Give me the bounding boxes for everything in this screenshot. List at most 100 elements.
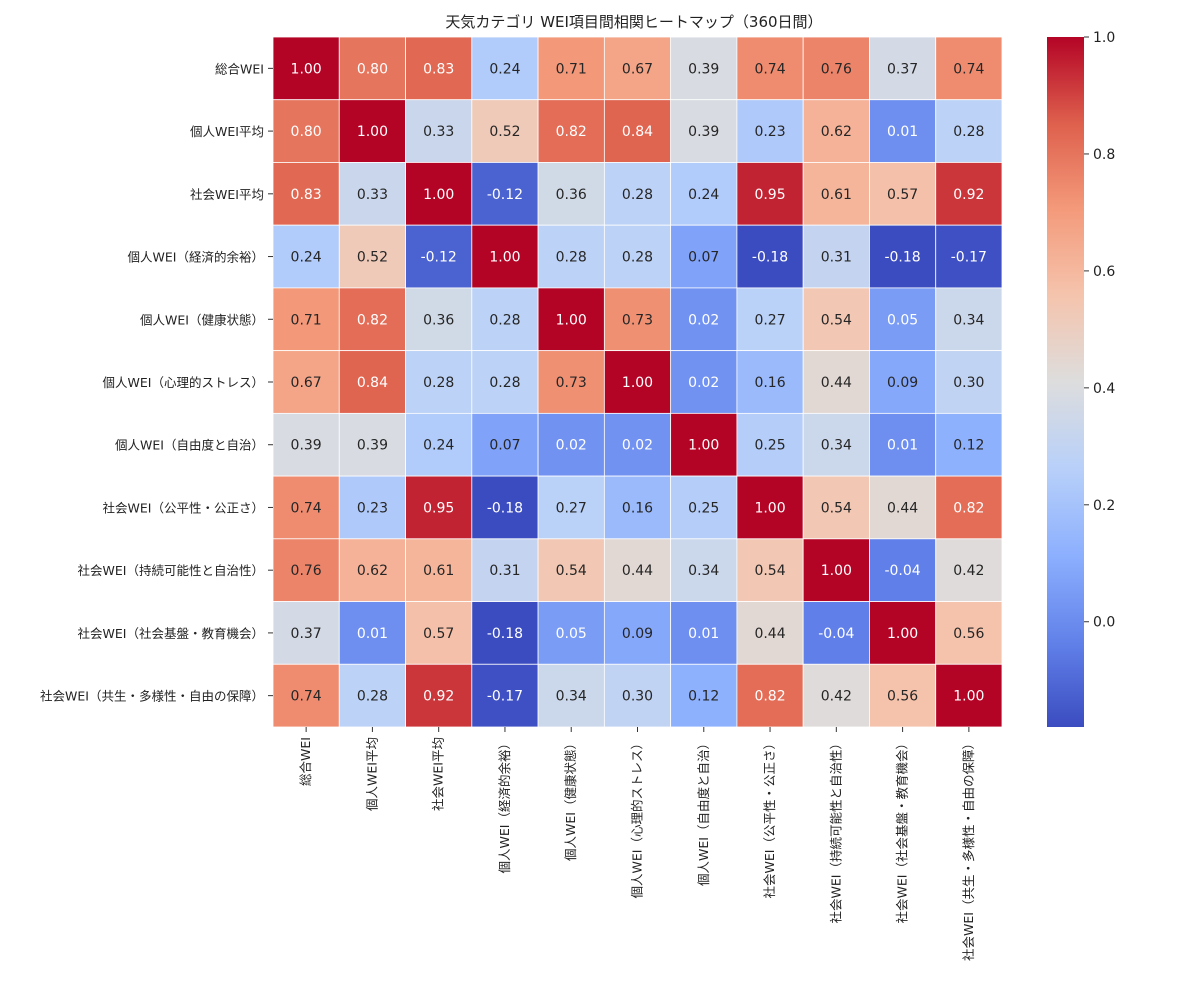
cell-value-label-10-1: 0.28 — [357, 689, 388, 705]
heatmap-cell-4-5 — [603, 287, 672, 352]
y-tick-label-4: 個人WEI（健康状態） — [140, 312, 264, 327]
cell-value-label-4-2: 0.36 — [423, 312, 454, 328]
cell-value-label-10-8: 0.42 — [821, 689, 852, 705]
cell-value-label-7-8: 0.54 — [821, 500, 852, 516]
y-tick-label-10: 社会WEI（共生・多様性・自由の保障） — [40, 689, 264, 704]
cell-value-label-6-3: 0.07 — [489, 438, 520, 454]
cell-value-label-5-7: 0.16 — [754, 375, 785, 391]
heatmap-cell-7-1 — [338, 475, 406, 540]
heatmap-cell-8-8 — [802, 538, 870, 602]
cell-value-label-1-0: 0.80 — [291, 124, 322, 140]
heatmap-cell-0-4 — [537, 36, 605, 101]
cell-value-label-9-0: 0.37 — [291, 626, 322, 642]
x-tick-label-3: 個人WEI（経済的余裕） — [497, 737, 512, 873]
heatmap-cell-9-7 — [736, 601, 804, 665]
cell-value-label-2-3: -0.12 — [487, 187, 523, 203]
heatmap-cell-6-0 — [272, 412, 340, 477]
colorbar-ticks: 1.0 0.8 0.6 0.4 0.2 0.0 — [1084, 30, 1115, 631]
heatmap-cell-8-10 — [935, 538, 1003, 602]
cell-value-label-2-9: 0.57 — [887, 187, 918, 203]
heatmap-cell-2-8 — [802, 162, 870, 226]
cell-value-label-1-7: 0.23 — [754, 124, 785, 140]
heatmap-cell-6-6 — [670, 412, 738, 477]
heatmap-cell-10-2 — [405, 663, 473, 728]
cell-value-label-6-7: 0.25 — [754, 438, 785, 454]
heatmap-cell-1-7 — [736, 99, 804, 163]
cell-value-label-3-9: -0.18 — [884, 250, 920, 266]
x-tick-label-10: 社会WEI（共生・多様性・自由の保障） — [961, 737, 976, 961]
heatmap-cell-4-2 — [405, 287, 473, 352]
heatmap-cell-7-6 — [670, 475, 738, 540]
cell-value-label-2-0: 0.83 — [291, 187, 322, 203]
cell-value-label-0-0: 1.00 — [291, 61, 322, 77]
y-tick-label-5: 個人WEI（心理的ストレス） — [103, 375, 264, 390]
heatmap-cell-2-2 — [405, 162, 473, 226]
cell-value-label-0-6: 0.39 — [688, 61, 719, 77]
cell-value-label-7-3: -0.18 — [487, 500, 523, 516]
cell-value-label-3-0: 0.24 — [291, 250, 322, 266]
y-tick-label-7: 社会WEI（公平性・公正さ） — [103, 500, 264, 515]
heatmap-cell-3-8 — [802, 224, 870, 289]
colorbar-tick-label-0: 1.0 — [1093, 30, 1115, 46]
colorbar — [1047, 37, 1084, 727]
heatmap-cell-7-4 — [537, 475, 605, 540]
colorbar-tick-label-1: 0.8 — [1093, 147, 1115, 163]
cell-value-label-7-4: 0.27 — [556, 500, 587, 516]
cell-value-label-0-3: 0.24 — [489, 61, 520, 77]
heatmap-cell-3-3 — [471, 224, 539, 289]
heatmap-cell-10-1 — [338, 663, 406, 728]
cell-value-label-10-10: 1.00 — [953, 689, 984, 705]
cell-value-label-6-8: 0.34 — [821, 438, 852, 454]
cell-value-label-5-9: 0.09 — [887, 375, 918, 391]
heatmap-cell-4-0 — [272, 287, 340, 352]
cell-value-label-6-10: 0.12 — [953, 438, 984, 454]
heatmap-cell-4-10 — [935, 287, 1003, 352]
heatmap-cell-4-3 — [471, 287, 539, 352]
cell-value-label-3-1: 0.52 — [357, 250, 388, 266]
colorbar-tick-label-2: 0.6 — [1093, 264, 1115, 280]
heatmap-cell-7-5 — [603, 475, 672, 540]
x-axis-labels: 総合WEI 個人WEI平均 社会WEI平均 個人WEI（経済的余裕） 個人WEI（健康状… — [298, 727, 976, 961]
x-tick-label-2: 社会WEI平均 — [431, 737, 446, 811]
cell-value-label-1-6: 0.39 — [688, 124, 719, 140]
heatmap-cell-9-8 — [802, 601, 870, 665]
cell-value-label-10-6: 0.12 — [688, 689, 719, 705]
heatmap-cell-1-2 — [405, 99, 473, 163]
cell-value-label-9-7: 0.44 — [754, 626, 785, 642]
cell-value-label-9-6: 0.01 — [688, 626, 719, 642]
x-tick-label-5: 個人WEI（心理的ストレス） — [630, 737, 645, 898]
cell-value-label-0-1: 0.80 — [357, 61, 388, 77]
cell-value-label-5-5: 1.00 — [622, 375, 653, 391]
heatmap-cell-2-6 — [670, 162, 738, 226]
heatmap-cell-8-0 — [272, 538, 340, 602]
cell-value-label-5-6: 0.02 — [688, 375, 719, 391]
cell-value-label-9-10: 0.56 — [953, 626, 984, 642]
heatmap-cell-4-8 — [802, 287, 870, 352]
cell-value-label-4-4: 1.00 — [556, 312, 587, 328]
heatmap-cell-3-2 — [405, 224, 473, 289]
cell-value-label-4-1: 0.82 — [357, 312, 388, 328]
cell-value-label-8-0: 0.76 — [291, 563, 322, 579]
colorbar-tick-label-5: 0.0 — [1093, 615, 1115, 631]
cell-value-label-1-5: 0.84 — [622, 124, 653, 140]
cell-value-label-7-2: 0.95 — [423, 500, 454, 516]
cell-value-label-3-10: -0.17 — [951, 250, 987, 266]
x-tick-label-8: 社会WEI（持続可能性と自治性） — [828, 737, 843, 923]
cell-value-label-4-8: 0.54 — [821, 312, 852, 328]
heatmap-cell-7-7 — [736, 475, 804, 540]
heatmap-cell-6-9 — [869, 412, 937, 477]
cell-value-label-2-5: 0.28 — [622, 187, 653, 203]
cell-value-label-6-9: 0.01 — [887, 438, 918, 454]
cell-value-label-0-2: 0.83 — [423, 61, 454, 77]
heatmap-cell-1-8 — [802, 99, 870, 163]
cell-value-label-7-6: 0.25 — [688, 500, 719, 516]
heatmap-cell-7-3 — [471, 475, 539, 540]
heatmap-cell-10-0 — [272, 663, 340, 728]
cell-value-label-4-10: 0.34 — [953, 312, 984, 328]
cell-value-label-8-5: 0.44 — [622, 563, 653, 579]
cell-value-label-3-3: 1.00 — [489, 250, 520, 266]
heatmap-cell-9-3 — [471, 601, 539, 665]
heatmap-cell-1-5 — [603, 99, 672, 163]
cell-value-label-2-6: 0.24 — [688, 187, 719, 203]
